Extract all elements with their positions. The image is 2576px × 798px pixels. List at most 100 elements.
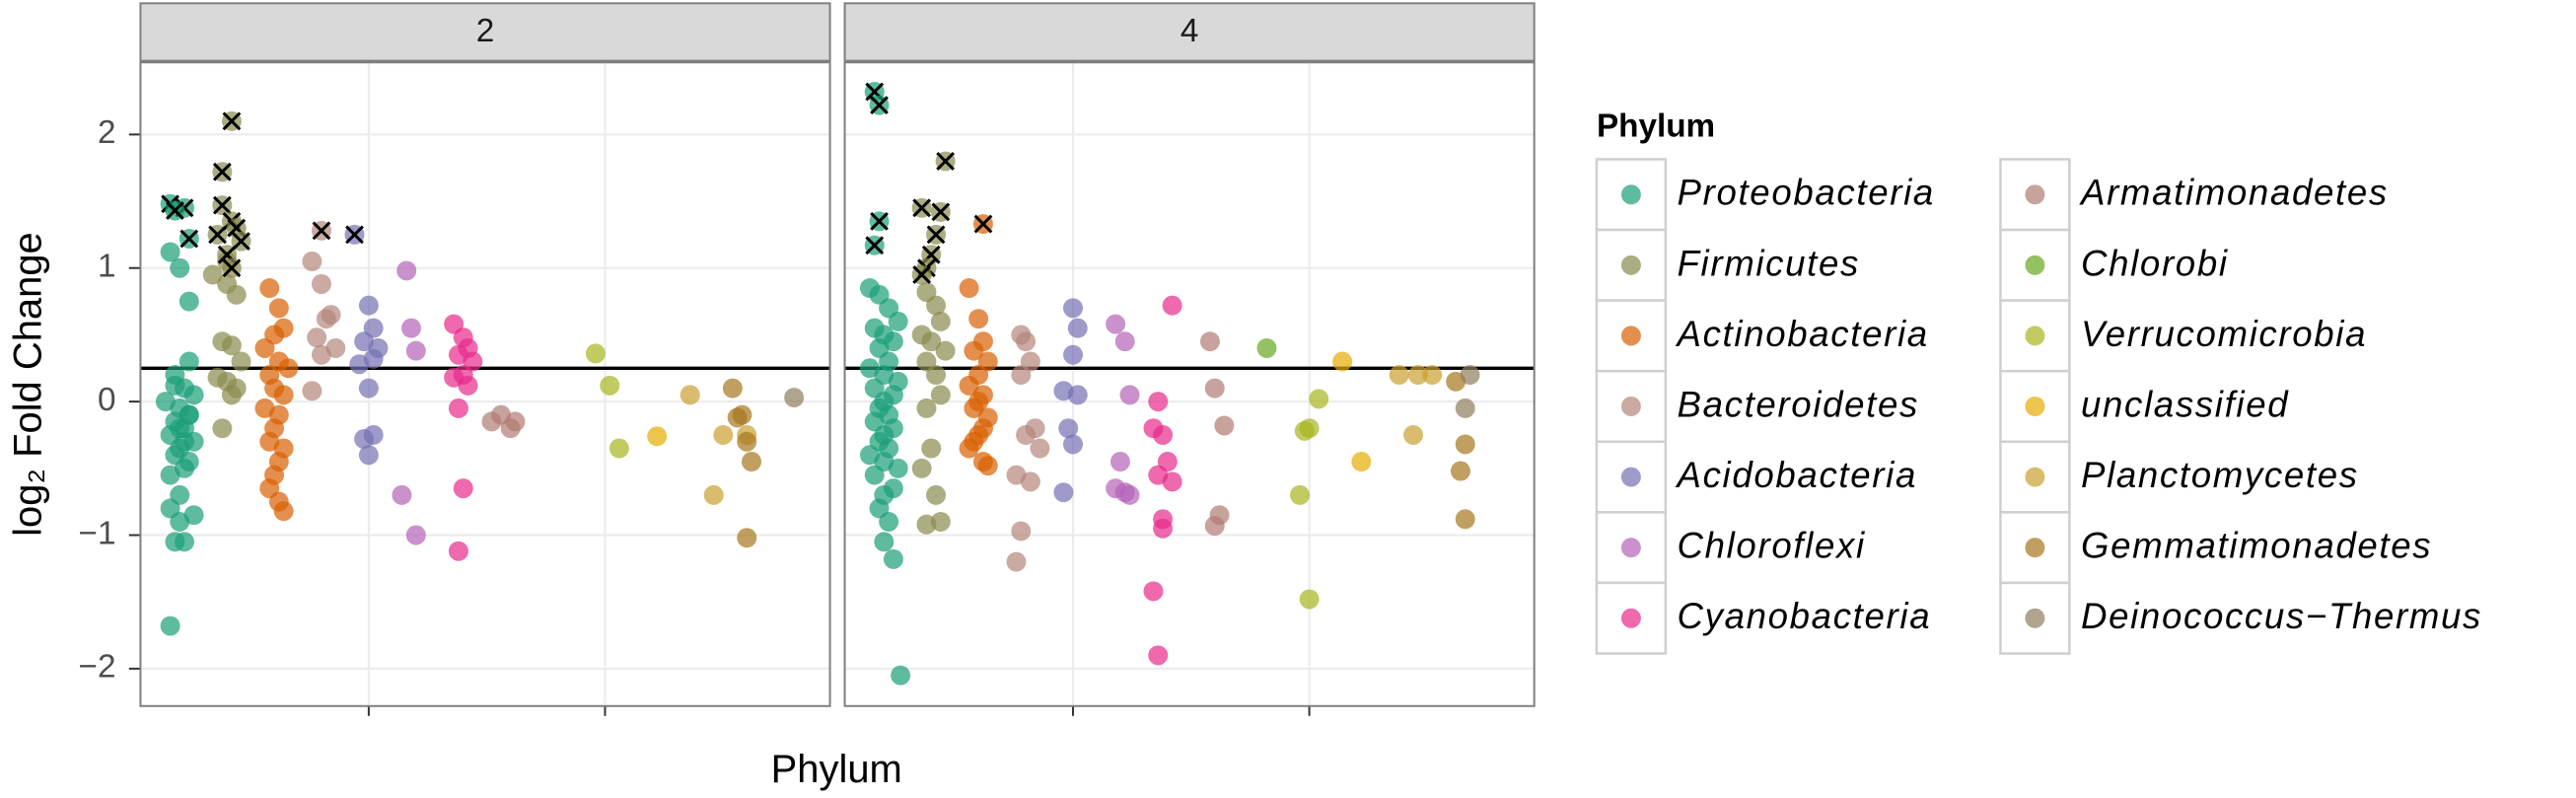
point	[1309, 389, 1329, 409]
point	[1053, 482, 1074, 503]
point	[1455, 398, 1475, 418]
point	[727, 407, 748, 428]
marked-point	[344, 224, 365, 245]
y-tick-label: −1	[79, 515, 116, 551]
point	[448, 398, 468, 418]
point	[608, 438, 629, 459]
point	[883, 548, 903, 569]
marked-point	[864, 235, 885, 255]
legend-symbol	[1620, 254, 1641, 275]
point	[1403, 424, 1424, 445]
legend-symbol	[1620, 467, 1641, 487]
point	[703, 484, 724, 505]
marked-point	[179, 228, 199, 249]
marked-point-cross	[179, 229, 199, 249]
marked-point	[869, 95, 890, 115]
point	[1332, 351, 1353, 372]
marked-point	[212, 195, 233, 216]
point	[1109, 452, 1130, 472]
point	[916, 514, 937, 535]
legend-label: Gemmatimonadetes	[2081, 526, 2432, 566]
marked-point	[221, 257, 242, 278]
point	[268, 298, 289, 319]
point	[1407, 365, 1428, 386]
strip-label: 2	[476, 13, 495, 49]
legend-title: Phylum	[1597, 109, 1715, 145]
point	[179, 404, 199, 425]
point	[921, 438, 942, 459]
legend-label: Proteobacteria	[1678, 173, 1935, 213]
point	[202, 264, 223, 285]
point	[1389, 365, 1409, 386]
point	[453, 478, 473, 499]
point	[1011, 365, 1032, 386]
point	[1148, 645, 1169, 666]
marked-point-cross	[232, 232, 250, 252]
point	[302, 251, 322, 271]
legend-symbol	[2025, 397, 2045, 416]
point	[1460, 365, 1480, 386]
point	[401, 318, 422, 338]
point	[911, 458, 932, 478]
legend-symbol	[2025, 326, 2045, 346]
point	[930, 311, 951, 331]
point	[311, 344, 331, 365]
point	[1016, 331, 1037, 352]
point	[405, 340, 426, 361]
marked-point	[935, 151, 956, 172]
marked-point-cross	[222, 111, 242, 131]
point	[231, 351, 251, 372]
point	[926, 365, 947, 386]
point	[160, 465, 180, 485]
legend-label: Acidobacteria	[1676, 455, 1917, 495]
point	[959, 438, 979, 459]
strip	[843, 2, 1536, 62]
point	[930, 385, 951, 405]
point	[392, 484, 412, 505]
marked-point-cross	[870, 96, 889, 114]
legend-symbol	[1620, 397, 1641, 416]
marked-point-cross	[222, 258, 242, 278]
marked-point-cross	[973, 214, 993, 234]
marked-point	[930, 201, 951, 222]
point	[165, 375, 185, 396]
point	[259, 278, 280, 299]
point	[1450, 461, 1470, 481]
point	[1162, 472, 1182, 492]
point	[1422, 365, 1443, 386]
point	[964, 340, 984, 361]
point	[273, 501, 294, 522]
point	[1204, 378, 1225, 399]
point	[1063, 344, 1083, 365]
legend-symbol	[2025, 184, 2045, 205]
point	[921, 331, 942, 352]
point	[1063, 298, 1083, 319]
marked-point	[869, 211, 890, 232]
point	[722, 378, 743, 399]
point	[273, 385, 294, 405]
point	[358, 295, 379, 316]
legend-label: Chlorobi	[2081, 243, 2229, 283]
point	[354, 429, 375, 450]
point	[874, 532, 894, 552]
point	[713, 424, 734, 445]
marked-point-cross	[345, 225, 364, 245]
point	[1351, 452, 1372, 472]
marked-point-cross	[312, 221, 331, 241]
point	[600, 375, 620, 396]
legend-label: Bacteroidetes	[1678, 384, 1920, 424]
point	[160, 616, 180, 636]
point	[647, 426, 668, 447]
legend-symbol	[1620, 326, 1641, 346]
point	[179, 291, 199, 312]
point	[935, 340, 956, 361]
point	[916, 398, 937, 418]
marked-point	[212, 162, 233, 182]
point	[183, 385, 204, 405]
point	[160, 242, 180, 262]
legend-symbol	[1620, 184, 1641, 205]
point	[358, 445, 379, 466]
point	[1020, 472, 1040, 492]
legend-label: Chloroflexi	[1678, 526, 1866, 566]
